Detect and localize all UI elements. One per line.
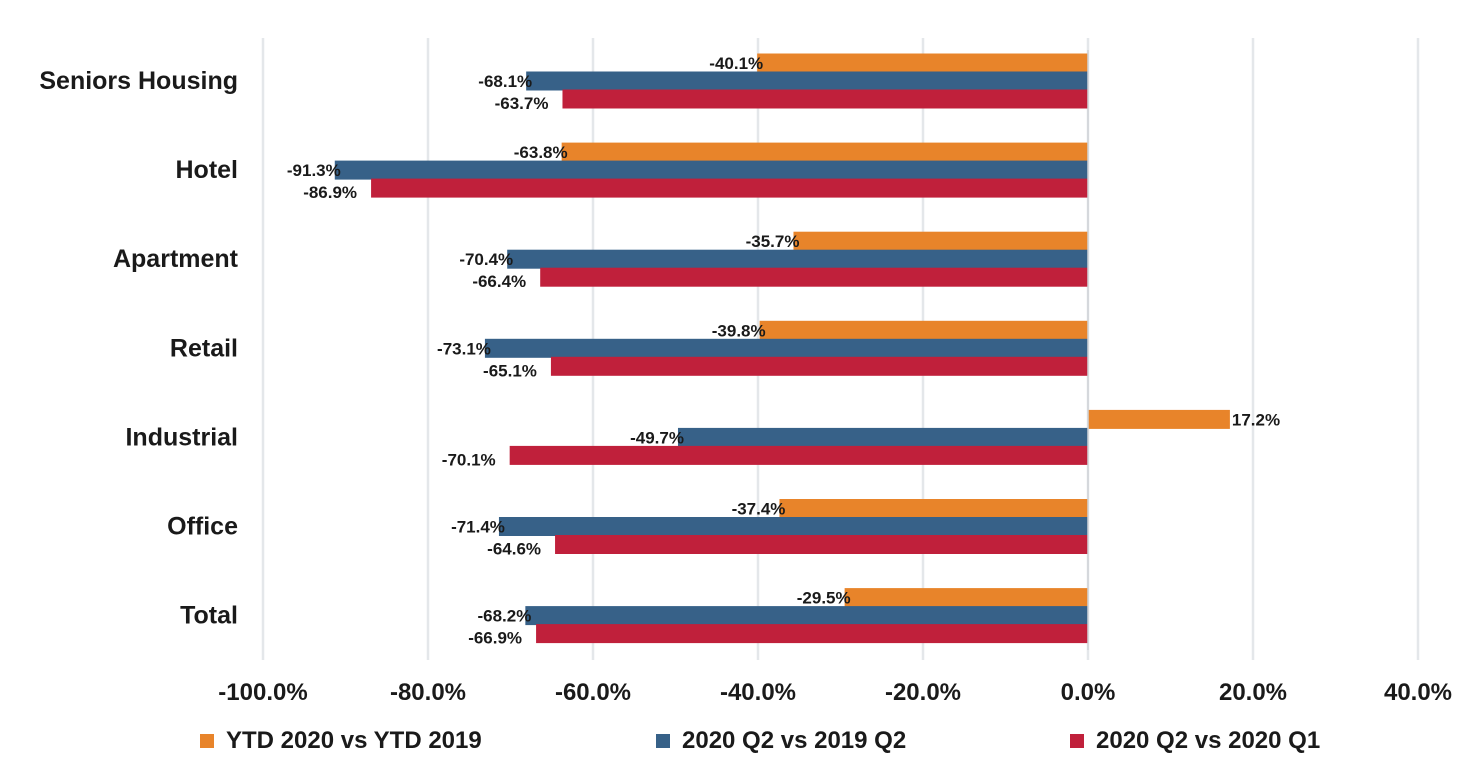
data-label-hotel-series-2: -91.3% <box>287 161 341 180</box>
bar-seniors-housing-series-3 <box>562 89 1088 109</box>
bar-office-series-2 <box>498 517 1088 536</box>
bar-hotel-series-3 <box>371 178 1088 198</box>
data-label-hotel-series-3: -86.9% <box>303 183 357 202</box>
legend-label-series-3: 2020 Q2 vs 2020 Q1 <box>1096 727 1320 754</box>
bar-retail-series-3 <box>550 356 1088 376</box>
category-label-total: Total <box>180 602 238 630</box>
data-label-total-series-2: -68.2% <box>477 607 531 626</box>
bar-total-series-2 <box>525 606 1088 626</box>
category-label-apartment: Apartment <box>113 245 239 273</box>
category-labels: Seniors Housing Hotel Apartment Retail Indus… <box>39 67 238 630</box>
bar-total-series-3 <box>536 624 1088 644</box>
bar-apartment-series-3 <box>540 267 1088 287</box>
x-tick-label-5: 0.0% <box>1061 679 1116 706</box>
data-label-total-series-3: -66.9% <box>468 629 522 648</box>
legend-label-series-1: YTD 2020 vs YTD 2019 <box>226 727 482 754</box>
x-tick-label-0: -100.0% <box>218 679 307 706</box>
bar-apartment-series-1 <box>793 231 1088 251</box>
legend-swatch-series-2 <box>656 734 670 748</box>
data-label-apartment-series-2: -70.4% <box>459 250 513 269</box>
bar-apartment-series-2 <box>507 249 1088 269</box>
data-label-office-series-3: -64.6% <box>487 540 541 559</box>
data-label-industrial-series-3: -70.1% <box>442 450 496 469</box>
bars <box>334 53 1230 644</box>
data-label-seniors-housing-series-2: -68.1% <box>478 72 532 91</box>
bar-industrial-series-3 <box>509 445 1088 465</box>
data-label-hotel-series-1: -63.8% <box>514 143 568 162</box>
bar-hotel-series-1 <box>561 142 1088 162</box>
data-label-apartment-series-3: -66.4% <box>472 272 526 291</box>
bar-hotel-series-2 <box>334 160 1088 180</box>
x-tick-label-7: 40.0% <box>1384 679 1452 706</box>
x-tick-label-3: -40.0% <box>720 679 796 706</box>
bar-seniors-housing-series-1 <box>757 53 1088 73</box>
bar-retail-series-2 <box>484 338 1088 358</box>
data-labels: -40.1% -68.1% -63.7% -63.8% -91.3% -86.9% -35.… <box>287 54 1280 648</box>
legend-swatch-series-1 <box>200 734 214 748</box>
legend-swatch-series-3 <box>1070 734 1084 748</box>
x-tick-label-4: -20.0% <box>885 679 961 706</box>
bar-total-series-1 <box>844 588 1088 608</box>
legend: YTD 2020 vs YTD 2019 2020 Q2 vs 2019 Q2 20… <box>200 727 1320 754</box>
data-label-office-series-2: -71.4% <box>451 518 505 537</box>
bar-industrial-series-1 <box>1088 409 1230 429</box>
bar-office-series-3 <box>555 535 1088 554</box>
category-label-industrial: Industrial <box>125 423 238 451</box>
data-label-retail-series-2: -73.1% <box>437 339 491 358</box>
legend-label-series-2: 2020 Q2 vs 2019 Q2 <box>682 727 906 754</box>
bar-retail-series-1 <box>759 320 1088 340</box>
x-axis-tick-labels: -100.0% -80.0% -60.0% -40.0% -20.0% 0.0% 20.0%… <box>218 679 1452 706</box>
data-label-industrial-series-2: -49.7% <box>630 428 684 447</box>
data-label-office-series-1: -37.4% <box>732 500 786 519</box>
data-label-apartment-series-1: -35.7% <box>746 232 800 251</box>
category-label-hotel: Hotel <box>176 156 239 184</box>
data-label-seniors-housing-series-3: -63.7% <box>495 94 549 113</box>
bar-seniors-housing-series-2 <box>526 71 1088 91</box>
x-tick-label-2: -60.0% <box>555 679 631 706</box>
data-label-total-series-1: -29.5% <box>797 589 851 608</box>
x-tick-label-6: 20.0% <box>1219 679 1287 706</box>
data-label-retail-series-3: -65.1% <box>483 361 537 380</box>
data-label-retail-series-1: -39.8% <box>712 321 766 340</box>
data-label-seniors-housing-series-1: -40.1% <box>709 54 763 73</box>
category-label-seniors-housing: Seniors Housing <box>39 67 238 95</box>
category-label-office: Office <box>167 513 238 541</box>
bar-industrial-series-2 <box>677 427 1088 447</box>
x-tick-label-1: -80.0% <box>390 679 466 706</box>
data-label-industrial-series-1: 17.2% <box>1232 410 1280 429</box>
category-label-retail: Retail <box>170 334 238 362</box>
bar-office-series-1 <box>779 499 1088 518</box>
